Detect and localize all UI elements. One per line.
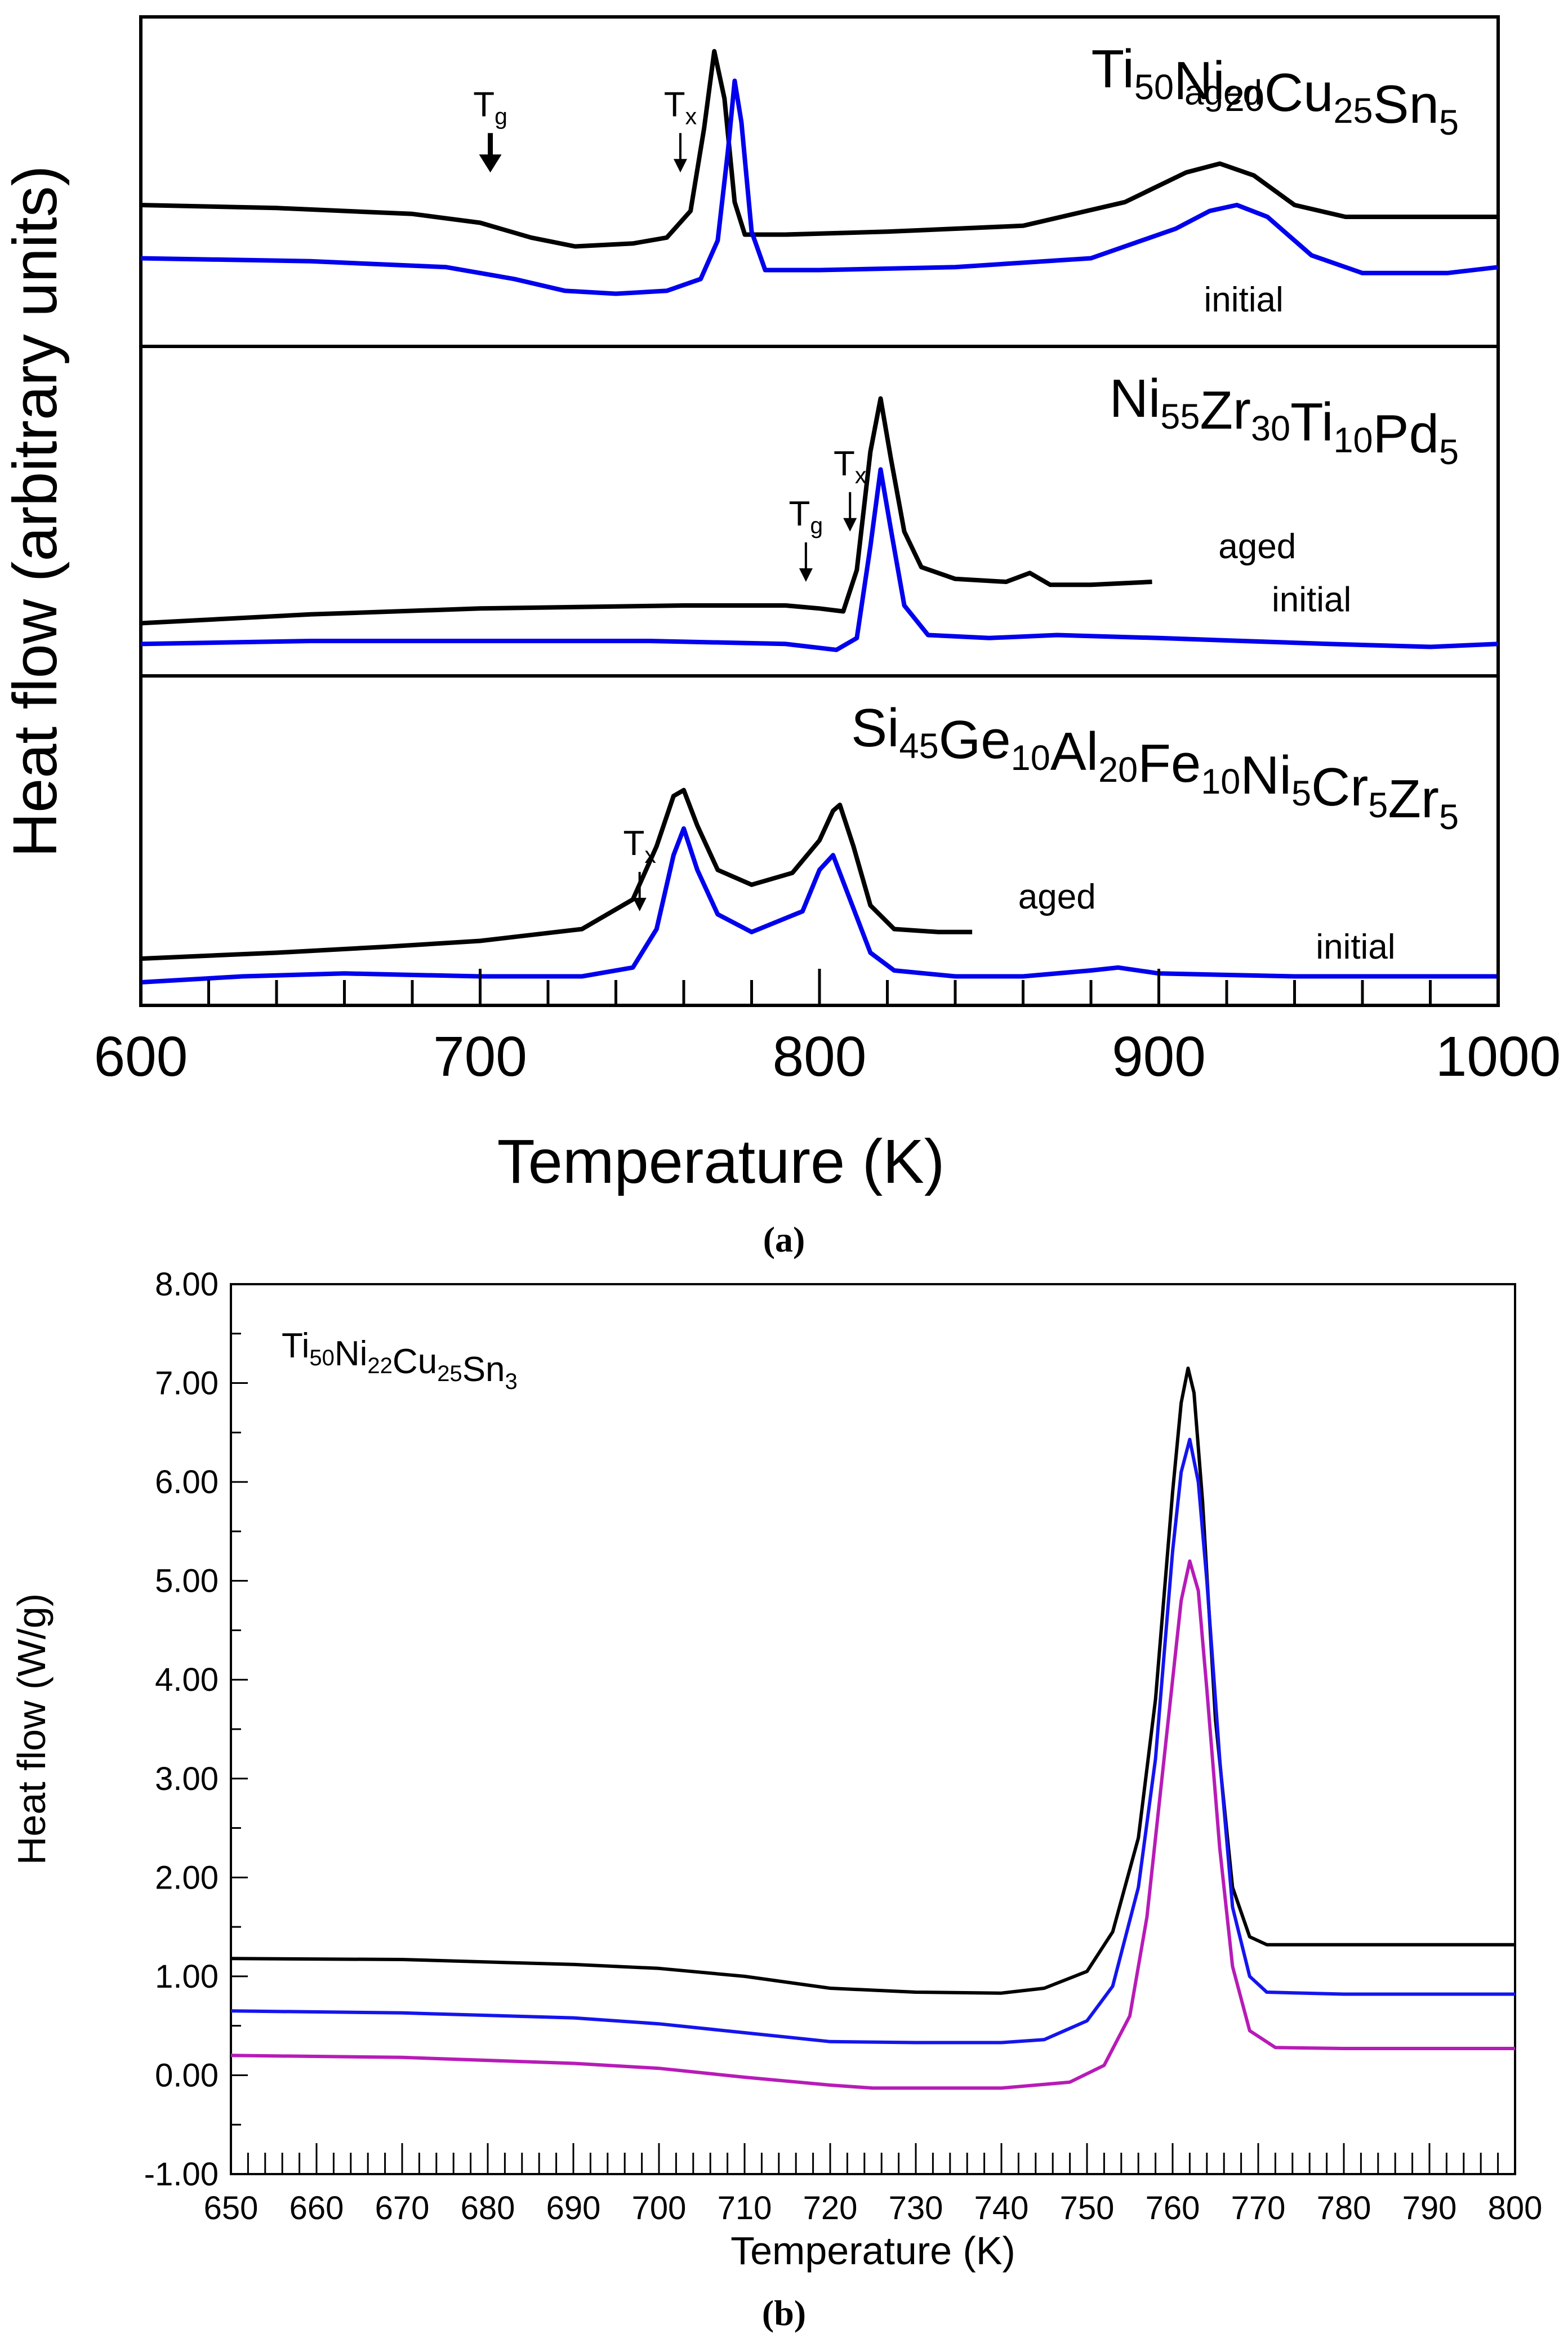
annotation-Tx: Tx [664,85,697,173]
axes-b: -1.00 0.00 1.00 2.00 3.00 4.00 5.00 6.00 7.00 8.0… [144,1266,1543,2226]
x-tick-label: 670 [375,2190,430,2226]
x-axis-a: 600 700 800 900 1000 [94,969,1561,1088]
series-initial [140,78,1499,296]
y-axis-label-b: Heat flow (W/g) [10,1593,54,1865]
y-tick-label: 3.00 [155,1761,219,1797]
x-tick-label: 750 [1060,2190,1115,2226]
x-axis-label-b: Temperature (K) [730,2229,1015,2273]
annotation-Tg: Tg [473,85,507,173]
series-aged [140,396,1152,626]
x-tick-label: 730 [889,2190,943,2226]
series-blue [230,1437,1515,2045]
x-tick-label: 900 [1112,1025,1206,1088]
y-tick-label: 0.00 [155,2057,219,2094]
x-tick-label: 740 [974,2190,1029,2226]
x-tick-label: 790 [1402,2190,1457,2226]
y-tick-label: 8.00 [155,1266,219,1303]
x-tick-label: 700 [632,2190,687,2226]
x-tick-label: 690 [546,2190,601,2226]
x-tick-label: 780 [1317,2190,1371,2226]
x-tick-label: 760 [1146,2190,1200,2226]
annotation-Tx: Tx [623,824,656,911]
alloy-label: Ti50Ni20Cu25Sn5 [1092,39,1459,142]
x-tick-label: 800 [773,1025,867,1088]
y-tick-label: 7.00 [155,1365,219,1402]
x-tick-label: 650 [204,2190,259,2226]
series-label-aged: aged [1218,527,1296,566]
caption-b: (b) [762,2293,806,2333]
caption-a: (a) [763,1219,805,1259]
series-label-aged: aged [1184,74,1262,113]
panel-3: Si45Ge10Al20Fe10Ni5Cr5Zr5 aged initial Tx [140,698,1498,985]
series-label-initial: initial [1316,928,1395,967]
alloy-label: Ni55Zr30Ti10Pd5 [1110,368,1459,472]
y-tick-label: 1.00 [155,1958,219,1995]
y-tick-label: -1.00 [144,2156,219,2193]
x-tick-label: 600 [94,1025,188,1088]
series-initial [140,467,1499,652]
annotation-label: Tx [623,824,656,868]
annotation-label: Tx [664,85,697,129]
x-tick-label: 720 [803,2190,858,2226]
series-initial [140,826,1498,985]
series-magenta [230,1559,1515,2090]
x-tick-label: 1000 [1436,1025,1561,1088]
x-tick-label: 770 [1231,2190,1286,2226]
series-aged [140,787,973,961]
annotation-label: Tg [473,85,507,129]
chart-b: -1.00 0.00 1.00 2.00 3.00 4.00 5.00 6.00 7.00 8.0… [10,1266,1542,2333]
y-tick-label: 4.00 [155,1662,219,1698]
y-tick-label: 6.00 [155,1464,219,1500]
x-tick-label: 700 [433,1025,527,1088]
series-label-initial: initial [1272,581,1351,620]
annotation-label: Tx [834,444,867,488]
panel-2: Ni55Zr30Ti10Pd5 aged initial Tg Tx [140,368,1499,652]
x-axis-label-a: Temperature (K) [497,1127,945,1196]
annotation-Tg: Tg [789,495,823,582]
y-tick-label: 5.00 [155,1563,219,1600]
x-tick-label: 800 [1488,2190,1543,2226]
x-tick-label: 680 [461,2190,515,2226]
alloy-label: Si45Ge10Al20Fe10Ni5Cr5Zr5 [851,698,1459,837]
x-tick-label: 710 [718,2190,772,2226]
series-black [230,1366,1515,1995]
chart-b-title: Ti50Ni22Cu25Sn3 [282,1326,518,1394]
annotation-label: Tg [789,495,823,538]
series-aged [140,49,1498,249]
series-label-initial: initial [1204,280,1283,319]
annotation-Tx: Tx [834,444,867,532]
chart-a-frame [139,15,1500,1007]
x-tick-label: 660 [289,2190,344,2226]
y-axis-label-a: Heat flow (arbitrary units) [1,166,70,858]
y-tick-label: 2.00 [155,1859,219,1896]
series-label-aged: aged [1018,878,1096,916]
